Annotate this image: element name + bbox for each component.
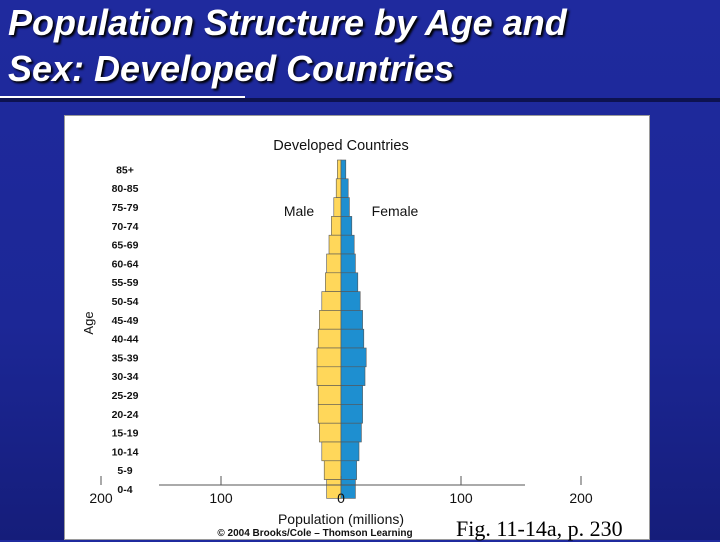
- x-tick-label-3: 0: [337, 490, 345, 506]
- age-label-85+: 85+: [116, 164, 134, 176]
- age-label-20-24: 20-24: [112, 409, 139, 421]
- male-bar-80-85: [335, 178, 342, 198]
- male-bar-10-14: [321, 441, 342, 462]
- female-bar-55-59: [340, 272, 359, 292]
- female-bar-70-74: [340, 216, 353, 236]
- age-label-80-85: 80-85: [112, 183, 139, 195]
- male-bar-75-79: [333, 197, 342, 217]
- age-label-70-74: 70-74: [112, 221, 139, 233]
- population-pyramid-chart: Developed Countries Age Male Female 85+8…: [81, 138, 593, 539]
- age-label-40-44: 40-44: [112, 334, 139, 346]
- age-label-50-54: 50-54: [112, 296, 139, 308]
- age-label-25-29: 25-29: [112, 390, 139, 402]
- male-bar-35-39: [316, 347, 342, 368]
- x-axis-label: Population (millions): [278, 511, 404, 527]
- y-axis-label: Age: [81, 311, 96, 334]
- legend-male: Male: [284, 203, 315, 219]
- female-bar-35-39: [340, 347, 367, 368]
- female-bar-60-64: [340, 253, 356, 274]
- x-tick-label-4: 100: [449, 490, 473, 506]
- bar-group: [316, 159, 367, 499]
- slide-title: Population Structure by Age and Sex: Dev…: [8, 0, 708, 92]
- female-bar-10-14: [340, 441, 360, 462]
- female-bar-65-69: [340, 234, 355, 255]
- age-label-10-14: 10-14: [112, 446, 139, 458]
- male-bar-50-54: [321, 291, 342, 311]
- female-bar-25-29: [340, 385, 363, 405]
- male-bar-30-34: [316, 366, 342, 386]
- female-bar-40-44: [340, 328, 365, 349]
- age-label-0-4: 0-4: [117, 484, 132, 496]
- female-bar-15-19: [340, 422, 362, 443]
- x-tick-label-2: 100: [209, 490, 233, 506]
- male-bar-45-49: [319, 310, 342, 330]
- female-bar-45-49: [340, 310, 363, 330]
- title-divider-accent: [0, 96, 245, 98]
- age-label-55-59: 55-59: [112, 277, 139, 289]
- age-label-35-39: 35-39: [112, 352, 139, 364]
- age-label-30-34: 30-34: [112, 371, 139, 383]
- age-label-65-69: 65-69: [112, 240, 139, 252]
- male-bar-40-44: [317, 328, 342, 349]
- x-axis: 3002001000100200: [89, 476, 593, 506]
- title-divider: [0, 98, 720, 102]
- female-bar-80-85: [340, 178, 349, 198]
- male-bar-20-24: [317, 404, 342, 424]
- male-bar-25-29: [317, 385, 342, 405]
- male-bar-70-74: [331, 216, 342, 236]
- slide-title-line-2: Sex: Developed Countries: [8, 48, 455, 89]
- female-bar-30-34: [340, 366, 366, 386]
- male-bar-15-19: [319, 422, 342, 443]
- figure-caption: Fig. 11-14a, p. 230: [456, 516, 623, 541]
- chart-panel: Developed Countries Age Male Female 85+ 8…: [64, 115, 650, 540]
- age-label-45-49: 45-49: [112, 315, 139, 327]
- male-bar-65-69: [328, 234, 342, 255]
- age-category-labels: 85+ 80-85 75-79 70-74 65-69 60-64 55-59 50-54 45…: [112, 164, 139, 496]
- male-bar-85+: [337, 159, 342, 180]
- female-bar-85+: [340, 159, 347, 180]
- x-tick-label-1: 200: [89, 490, 113, 506]
- female-bar-50-54: [340, 291, 361, 311]
- female-bar-20-24: [340, 404, 363, 424]
- female-bar-5-9: [340, 460, 357, 480]
- age-label-5-9: 5-9: [117, 465, 132, 477]
- copyright-text: © 2004 Brooks/Cole – Thomson Learning: [217, 528, 412, 539]
- male-bar-60-64: [326, 253, 342, 274]
- legend-female: Female: [372, 203, 419, 219]
- female-bar-75-79: [340, 197, 350, 217]
- female-bar-0-4: [340, 479, 356, 499]
- age-label-75-79: 75-79: [112, 202, 139, 214]
- age-label-60-64: 60-64: [112, 258, 139, 270]
- male-bar-5-9: [323, 460, 342, 480]
- age-label-15-19: 15-19: [112, 428, 139, 440]
- x-tick-label-5: 200: [569, 490, 593, 506]
- male-bar-55-59: [325, 272, 342, 292]
- slide-title-line-1: Population Structure by Age and: [8, 2, 567, 43]
- chart-title: Developed Countries: [273, 138, 408, 154]
